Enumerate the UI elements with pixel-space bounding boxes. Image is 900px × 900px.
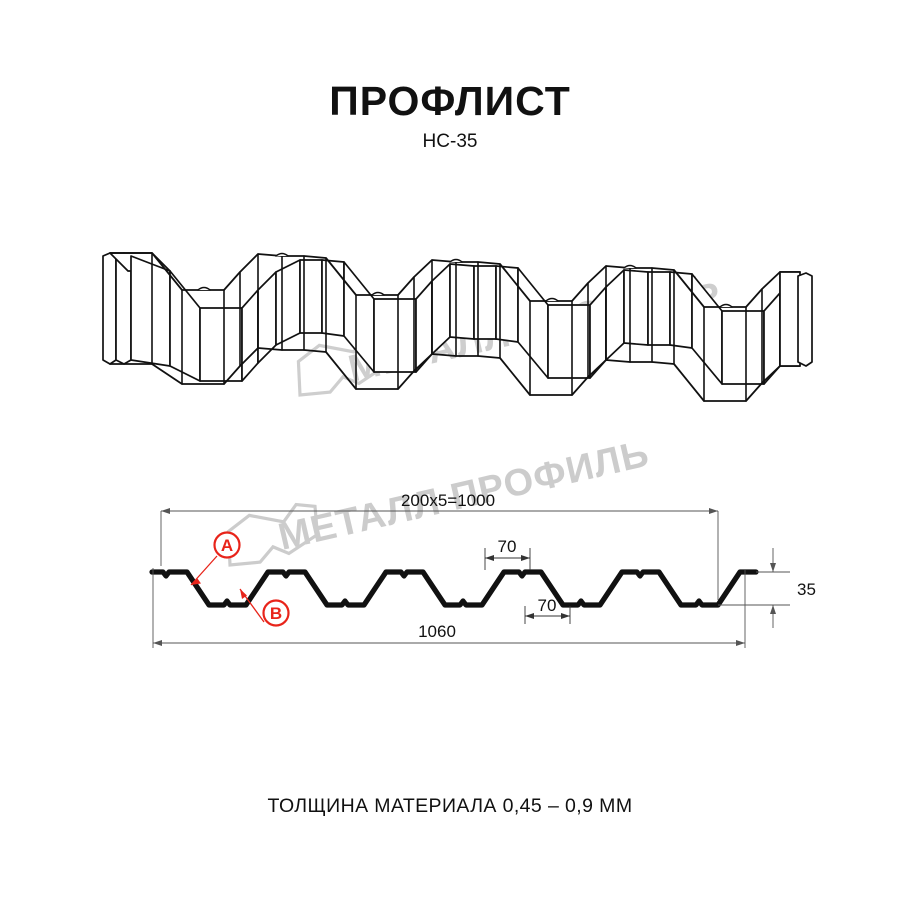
- page-subtitle: НС-35: [422, 131, 478, 152]
- callout-a-circle: [213, 531, 241, 559]
- dimension-height-label: 35: [797, 580, 816, 599]
- page-title: ПРОФЛИСТ: [329, 78, 571, 124]
- profiled-sheet-3d-view: [102, 252, 813, 402]
- callout-b-label: B: [270, 604, 282, 623]
- dimension-crest-width: [484, 548, 531, 570]
- dimension-height: [718, 548, 790, 628]
- dimension-pitch-label: 200x5=1000: [401, 491, 495, 510]
- callout-a: A: [190, 531, 241, 586]
- corrugation-faces: [130, 255, 799, 385]
- dimension-crest-width-label: 70: [498, 537, 517, 556]
- edge-lip-right: [797, 272, 813, 367]
- right-end-face: [779, 271, 801, 367]
- brand-logo-mark-2: [226, 502, 320, 567]
- callout-b-arrow: [240, 589, 247, 599]
- top-contour: [109, 252, 801, 308]
- callout-a-label: A: [221, 536, 233, 555]
- dimension-pitch: [160, 508, 719, 600]
- callout-a-arrow: [191, 578, 201, 585]
- callout-b: B: [239, 588, 290, 627]
- profile-cross-section: 200x5=1000 70 70: [149, 491, 816, 648]
- dimension-overall-width: [152, 568, 746, 648]
- callout-b-circle: [262, 599, 290, 627]
- profile-outline: [149, 569, 759, 608]
- dimension-valley-width-label: 70: [538, 596, 557, 615]
- stiffener-bumps: [197, 252, 733, 308]
- material-thickness-note: ТОЛЩИНА МАТЕРИАЛА 0,45 – 0,9 ММ: [267, 795, 633, 817]
- rib-fold-lines: [151, 252, 781, 402]
- dimension-overall-width-label: 1060: [418, 622, 456, 641]
- edge-lip-1: [102, 252, 117, 365]
- dimension-valley-width: [524, 606, 571, 624]
- bottom-contour-visible: [109, 347, 801, 402]
